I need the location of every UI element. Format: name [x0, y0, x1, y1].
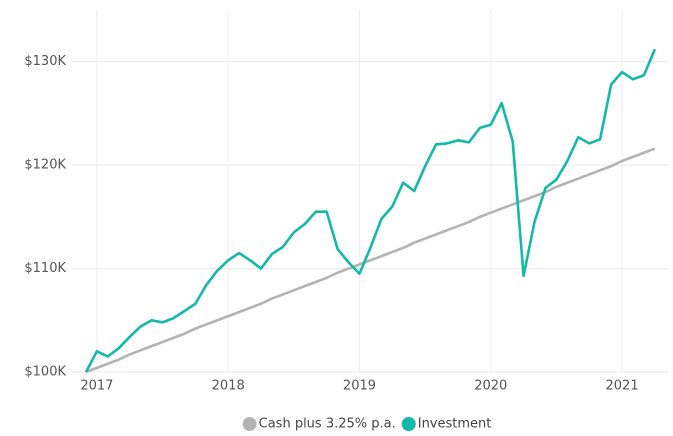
legend: Cash plus 3.25% p.a. Investment — [242, 417, 492, 432]
x-tick-label: 2019 — [343, 379, 376, 394]
series-line — [84, 48, 657, 373]
x-tick-label: 2018 — [212, 379, 245, 394]
series-line — [85, 147, 656, 374]
legend-label: Cash plus 3.25% p.a. — [259, 417, 396, 432]
y-tick-label: $110K — [24, 261, 66, 276]
y-tick-label: $100K — [24, 365, 66, 380]
legend-marker — [242, 417, 257, 431]
y-tick-label: $120K — [24, 158, 66, 173]
y-tick-label: $130K — [24, 54, 66, 69]
x-tick-label: 2021 — [606, 379, 639, 394]
x-tick-label: 2017 — [80, 379, 113, 394]
legend-marker — [401, 417, 416, 431]
x-tick-label: 2020 — [474, 379, 507, 394]
legend-label: Investment — [418, 417, 492, 432]
